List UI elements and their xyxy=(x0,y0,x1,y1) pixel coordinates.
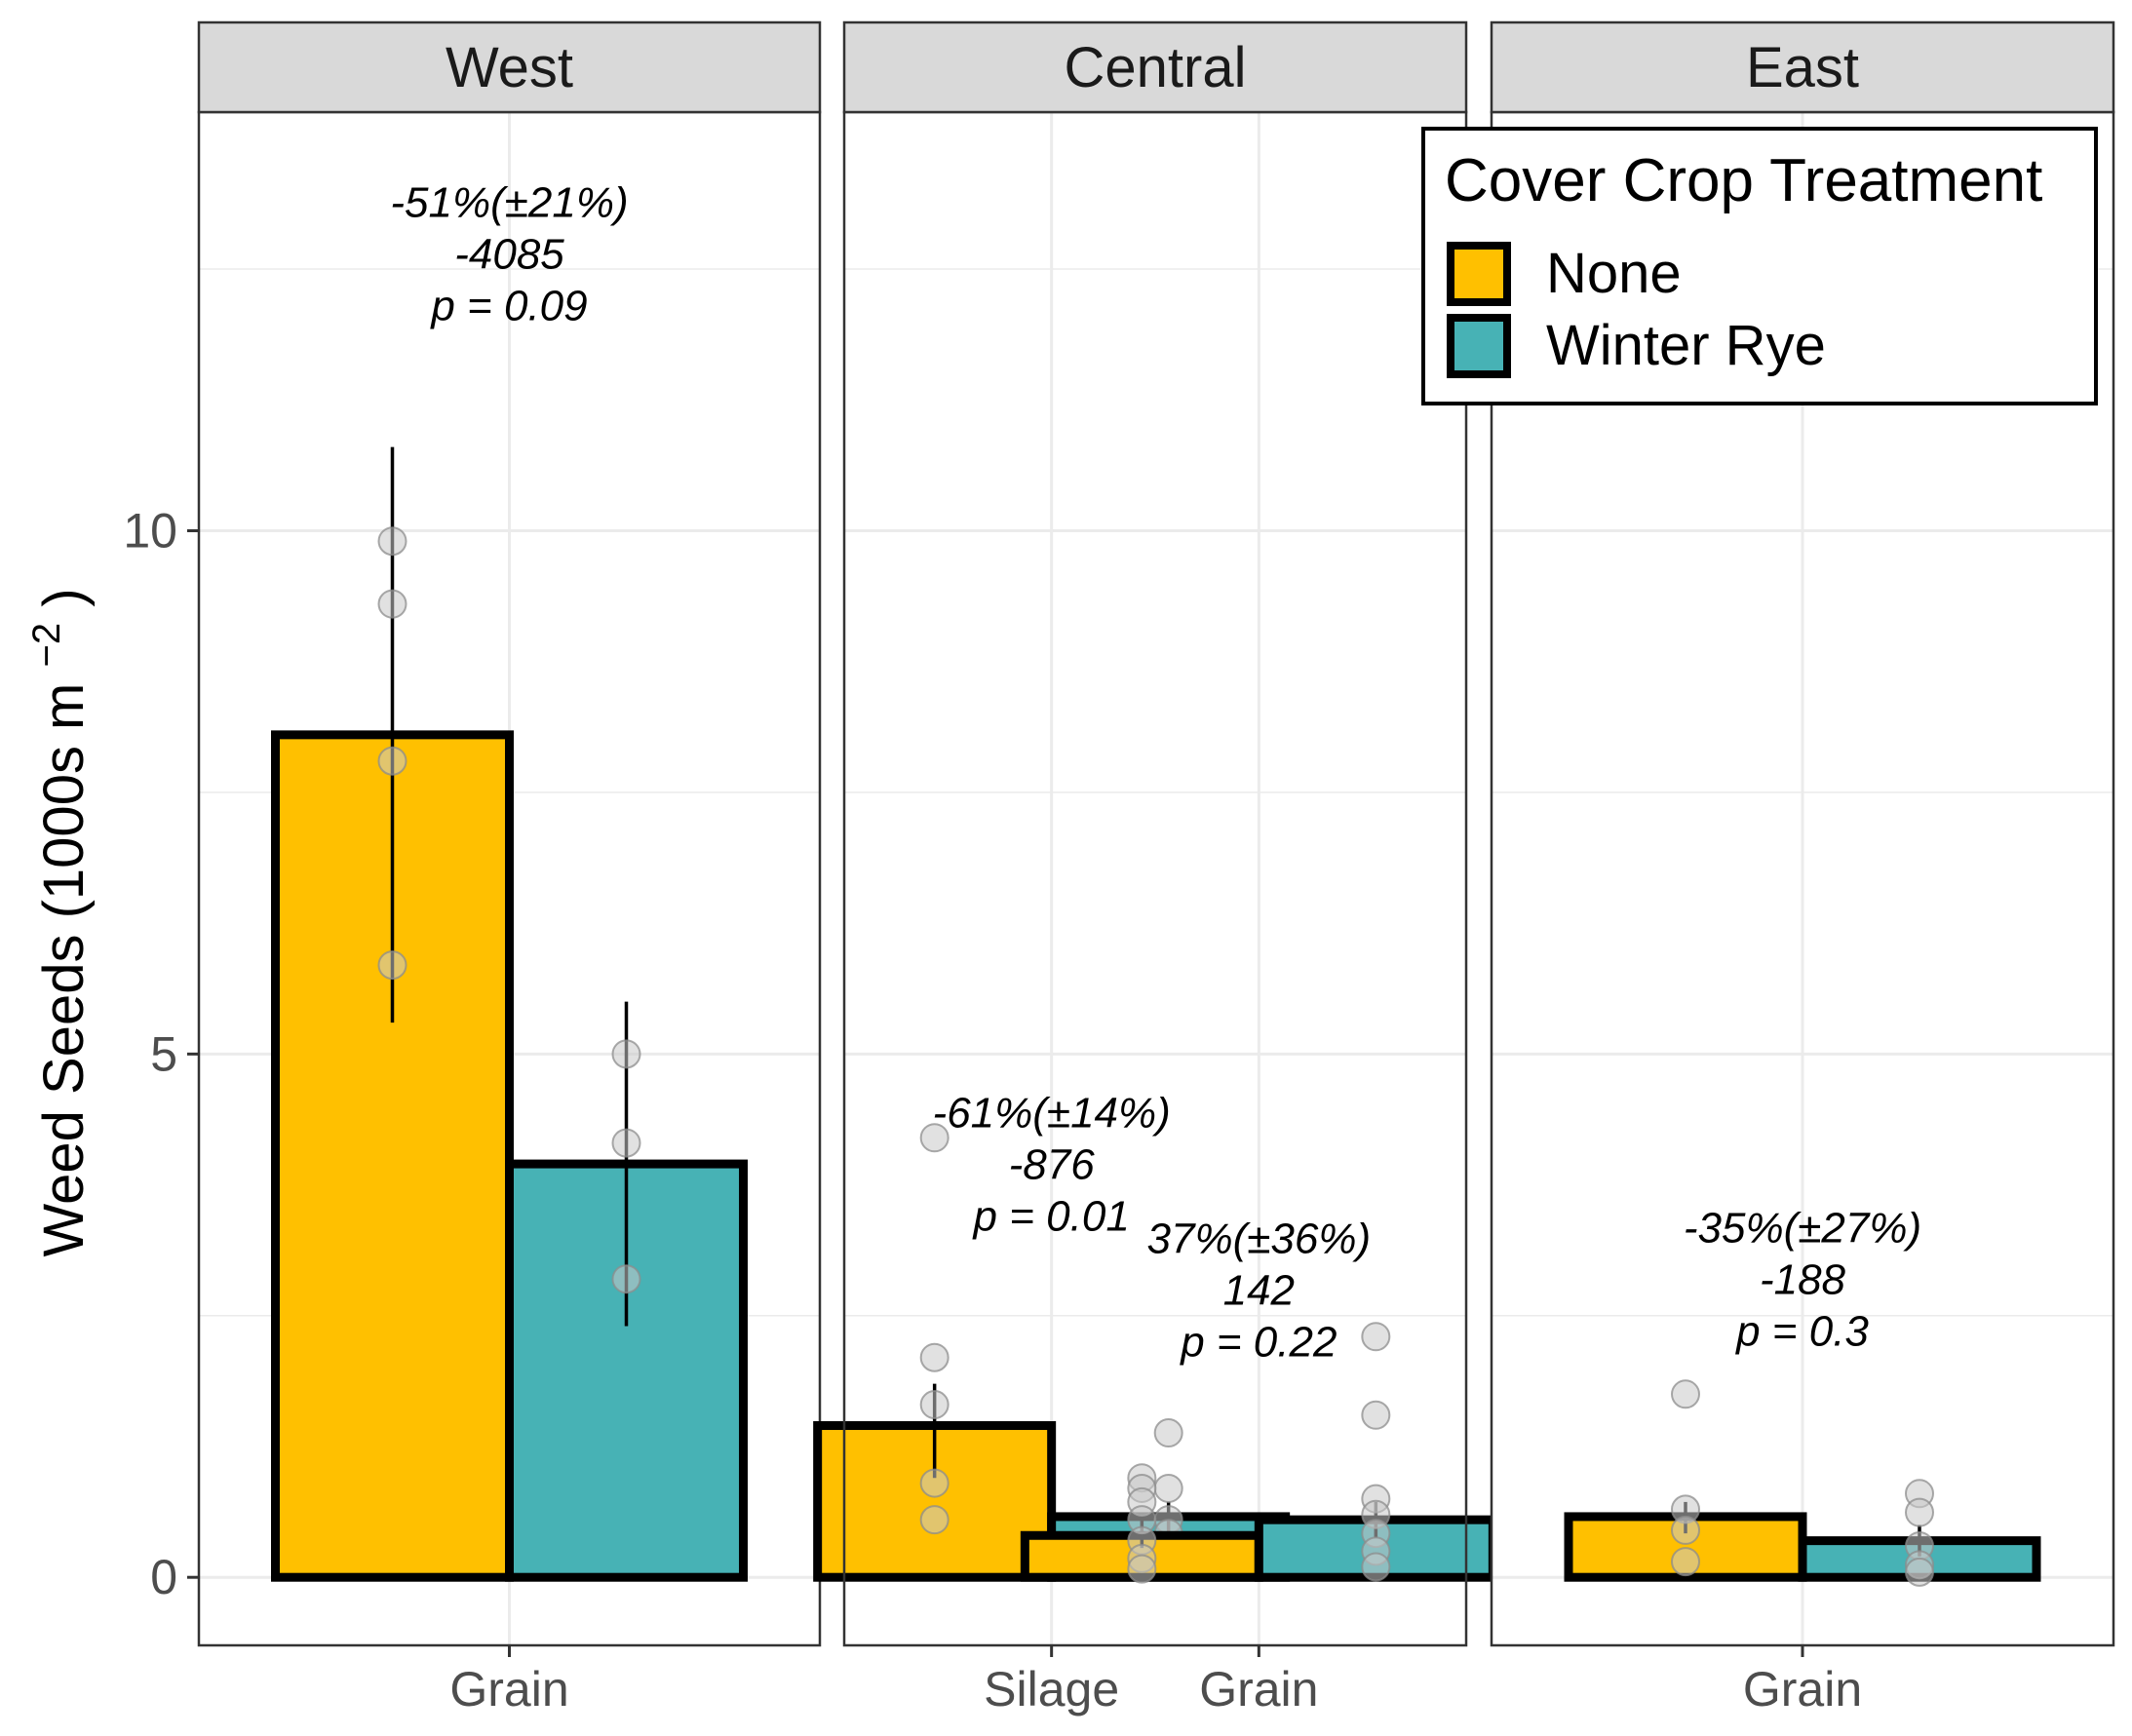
legend-swatch xyxy=(1447,314,1511,378)
data-point xyxy=(1361,1322,1391,1352)
data-point xyxy=(919,1505,950,1535)
facet-strip-label: East xyxy=(1746,36,1859,99)
data-point xyxy=(1905,1557,1934,1587)
annotation-line: p = 0.22 xyxy=(1179,1318,1337,1366)
facet-strip-label: Central xyxy=(1065,36,1247,99)
data-point xyxy=(611,1264,641,1294)
data-point xyxy=(1153,1418,1183,1448)
data-point xyxy=(1153,1473,1183,1503)
annotation-line: -35%(±27%) xyxy=(1684,1205,1921,1253)
facet-strip xyxy=(842,20,1468,114)
annotation-line: 37%(±36%) xyxy=(1147,1215,1372,1262)
annotation-line: -61%(±14%) xyxy=(933,1090,1171,1138)
y-axis-title-close: ) xyxy=(32,588,96,622)
data-point xyxy=(1671,1515,1700,1545)
facet-strip xyxy=(1490,20,2115,114)
data-point xyxy=(1905,1497,1934,1527)
annotation-line: -876 xyxy=(1009,1141,1096,1189)
y-axis: 0 5 10 Weed Seeds (1000s m −2 ) xyxy=(25,503,199,1604)
data-point xyxy=(377,746,407,776)
legend-label: Winter Rye xyxy=(1546,314,1826,377)
legend-label: None xyxy=(1546,242,1682,305)
y-axis-title-main: Weed Seeds (1000s m xyxy=(32,668,96,1257)
annotation-line: -51%(±21%) xyxy=(390,178,628,226)
data-point xyxy=(1361,1400,1391,1430)
annotation-line: p = 0.09 xyxy=(429,282,587,329)
annotation-line: -4085 xyxy=(454,230,564,278)
data-point xyxy=(611,1128,641,1158)
annotation-line: -188 xyxy=(1760,1256,1846,1304)
data-point xyxy=(1671,1379,1700,1409)
y-tick-label: 0 xyxy=(150,1550,177,1604)
legend-box xyxy=(1421,127,2098,405)
annotation-line: 142 xyxy=(1223,1266,1295,1314)
data-point xyxy=(377,526,407,557)
data-point xyxy=(919,1123,950,1153)
data-point xyxy=(1361,1552,1391,1582)
annotation-line: p = 0.01 xyxy=(972,1193,1130,1241)
legend-title: Cover Crop Treatment xyxy=(1445,147,2042,214)
panel-background xyxy=(844,112,1466,1645)
facet-strip xyxy=(197,20,822,114)
legend: Cover Crop Treatment None Winter Rye xyxy=(1421,127,2098,405)
data-point xyxy=(919,1468,950,1498)
y-tick-label: 5 xyxy=(150,1026,177,1081)
x-tick-label: Grain xyxy=(449,1662,568,1717)
data-point xyxy=(377,589,407,619)
data-point xyxy=(611,1039,641,1069)
y-axis-title-superscript: −2 xyxy=(25,623,68,668)
y-tick-label: 10 xyxy=(123,503,177,558)
x-tick-label: Grain xyxy=(1199,1662,1318,1717)
data-point xyxy=(1671,1547,1700,1577)
facet-strip-label: West xyxy=(446,36,573,99)
data-point xyxy=(1127,1554,1157,1584)
x-tick-label: Grain xyxy=(1743,1662,1862,1717)
data-point xyxy=(377,950,407,981)
legend-swatch xyxy=(1447,242,1511,306)
data-point xyxy=(919,1390,950,1420)
y-axis-title: Weed Seeds (1000s m −2 ) xyxy=(25,588,96,1256)
annotation-line: p = 0.3 xyxy=(1734,1308,1869,1356)
data-point xyxy=(919,1342,950,1372)
x-tick-label: Silage xyxy=(984,1662,1119,1717)
